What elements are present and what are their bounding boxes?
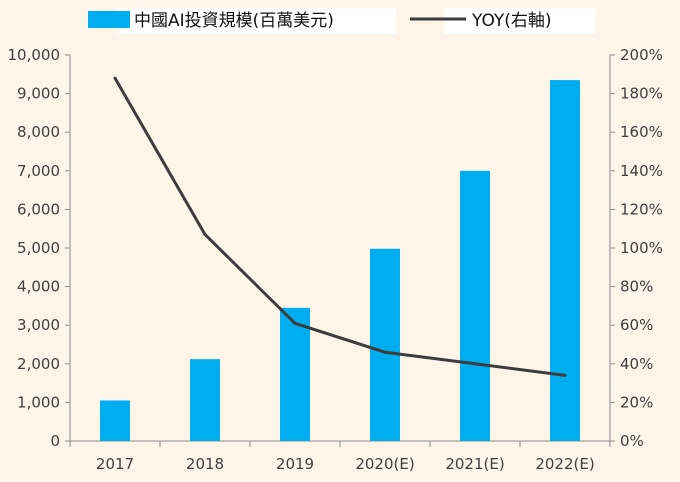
bar xyxy=(550,80,580,441)
yoy-point xyxy=(293,321,297,325)
yoy-point xyxy=(113,76,117,80)
legend-bar-swatch xyxy=(88,11,130,28)
left-tick-label: 7,000 xyxy=(17,162,60,180)
x-tick-label: 2021(E) xyxy=(445,455,504,473)
x-tick-label: 2022(E) xyxy=(535,455,594,473)
right-tick-label: 200% xyxy=(620,46,663,64)
legend-line-label: YOY(右軸) xyxy=(471,11,552,31)
left-tick-label: 1,000 xyxy=(17,393,60,411)
right-tick-label: 0% xyxy=(620,432,644,450)
bar xyxy=(100,400,130,441)
bar xyxy=(460,170,490,442)
bar xyxy=(190,359,220,441)
yoy-point xyxy=(383,350,387,354)
yoy-point xyxy=(203,232,207,236)
yoy-line xyxy=(113,77,566,377)
legend-bar-label: 中國AI投資規模(百萬美元) xyxy=(134,11,334,31)
left-tick-label: 3,000 xyxy=(17,316,60,334)
right-tick-label: 20% xyxy=(620,393,653,411)
right-tick-label: 100% xyxy=(620,239,663,257)
left-tick-label: 5,000 xyxy=(17,239,60,257)
legend-bar-box xyxy=(118,8,396,34)
left-tick-label: 6,000 xyxy=(17,200,60,218)
left-tick-label: 9,000 xyxy=(17,85,60,103)
right-tick-label: 140% xyxy=(620,162,663,180)
right-tick-label: 160% xyxy=(620,123,663,141)
bar-series xyxy=(100,80,580,442)
legend-line-box xyxy=(445,8,595,34)
legend: 中國AI投資規模(百萬美元) YOY(右軸) xyxy=(88,8,595,34)
right-tick-label: 80% xyxy=(620,278,653,296)
bar xyxy=(370,248,400,441)
right-tick-label: 180% xyxy=(620,85,663,103)
left-tick-label: 0 xyxy=(50,432,60,450)
x-tick-label: 2018 xyxy=(186,455,224,473)
right-tick-label: 60% xyxy=(620,316,653,334)
right-tick-label: 120% xyxy=(620,200,663,218)
yoy-point xyxy=(563,373,567,377)
left-tick-label: 10,000 xyxy=(8,46,61,64)
x-tick-label: 2017 xyxy=(96,455,134,473)
right-tick-label: 40% xyxy=(620,355,653,373)
left-tick-label: 4,000 xyxy=(17,278,60,296)
left-tick-label: 2,000 xyxy=(17,355,60,373)
x-tick-label: 2019 xyxy=(276,455,314,473)
yoy-point xyxy=(473,362,477,366)
line-series xyxy=(113,76,567,377)
x-tick-label: 2020(E) xyxy=(355,455,414,473)
axes: 0 1,000 2,000 3,000 4,000 5,000 6,000 7,000 8,00… xyxy=(8,46,663,473)
left-tick-label: 8,000 xyxy=(17,123,60,141)
bar xyxy=(280,307,310,441)
